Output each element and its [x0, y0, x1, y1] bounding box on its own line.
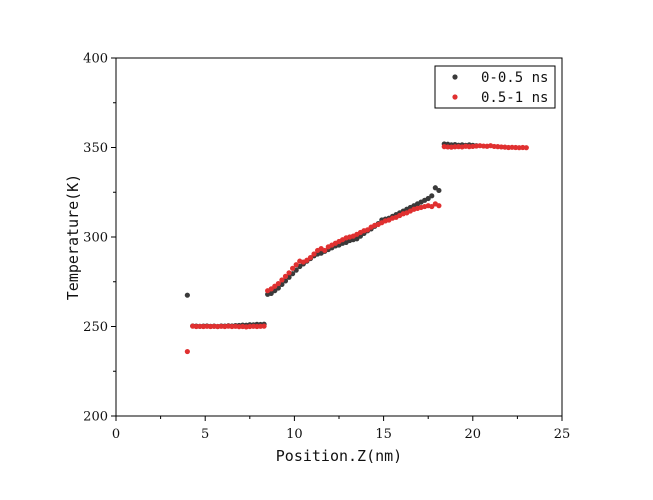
- axis-ticks: [111, 57, 563, 421]
- x-tick-label: 10: [286, 427, 303, 442]
- y-tick-label: 200: [83, 410, 108, 425]
- data-point: [282, 273, 289, 279]
- y-tick-label: 250: [83, 320, 108, 335]
- data-point: [279, 277, 285, 283]
- data-point: [268, 290, 274, 296]
- legend-box: [434, 65, 556, 109]
- legend: 0-0.5 ns 0.5-1 ns: [434, 65, 556, 109]
- data-point: [425, 195, 431, 202]
- y-tick-label: 400: [83, 52, 108, 67]
- x-tick-label: 0: [112, 427, 120, 442]
- legend-marker-series-2: [452, 94, 458, 100]
- x-axis-title: Position.Z(nm): [276, 447, 402, 465]
- data-point: [286, 270, 292, 276]
- data-point: [429, 203, 435, 210]
- series-2: [184, 143, 529, 355]
- x-tick-label: 5: [201, 427, 209, 442]
- data-point: [184, 348, 190, 355]
- data-point: [436, 203, 442, 209]
- x-tick-label: 20: [465, 427, 482, 442]
- x-tick-label: 15: [375, 427, 392, 442]
- axis-tick-labels: 0 5 10 15 20 25 200 250 300 350 400: [83, 52, 570, 443]
- data-point: [272, 283, 278, 289]
- data-point: [261, 323, 267, 329]
- y-tick-label: 350: [83, 141, 108, 156]
- data-point: [523, 145, 529, 151]
- data-point: [354, 236, 360, 242]
- legend-label-series-1: 0-0.5 ns: [481, 70, 548, 86]
- data-point: [275, 280, 281, 287]
- data-point: [304, 257, 310, 263]
- legend-label-series-2: 0.5-1 ns: [481, 90, 548, 106]
- data-point: [293, 262, 299, 268]
- data-point: [429, 193, 435, 199]
- y-axis-title: Temperature(K): [64, 174, 82, 300]
- data-point: [311, 251, 317, 257]
- data-point: [184, 292, 190, 298]
- plot-frame: [115, 57, 563, 417]
- data-point: [322, 247, 328, 254]
- data-point: [307, 254, 314, 261]
- data-point: [436, 187, 442, 194]
- series-1: [184, 141, 479, 330]
- y-tick-label: 300: [83, 231, 108, 246]
- data-point: [364, 227, 371, 233]
- legend-marker-series-1: [452, 74, 458, 80]
- x-tick-label: 25: [554, 427, 571, 442]
- data-point: [290, 265, 296, 271]
- data-point: [268, 286, 274, 292]
- data-points: [184, 141, 529, 355]
- data-point: [432, 185, 438, 191]
